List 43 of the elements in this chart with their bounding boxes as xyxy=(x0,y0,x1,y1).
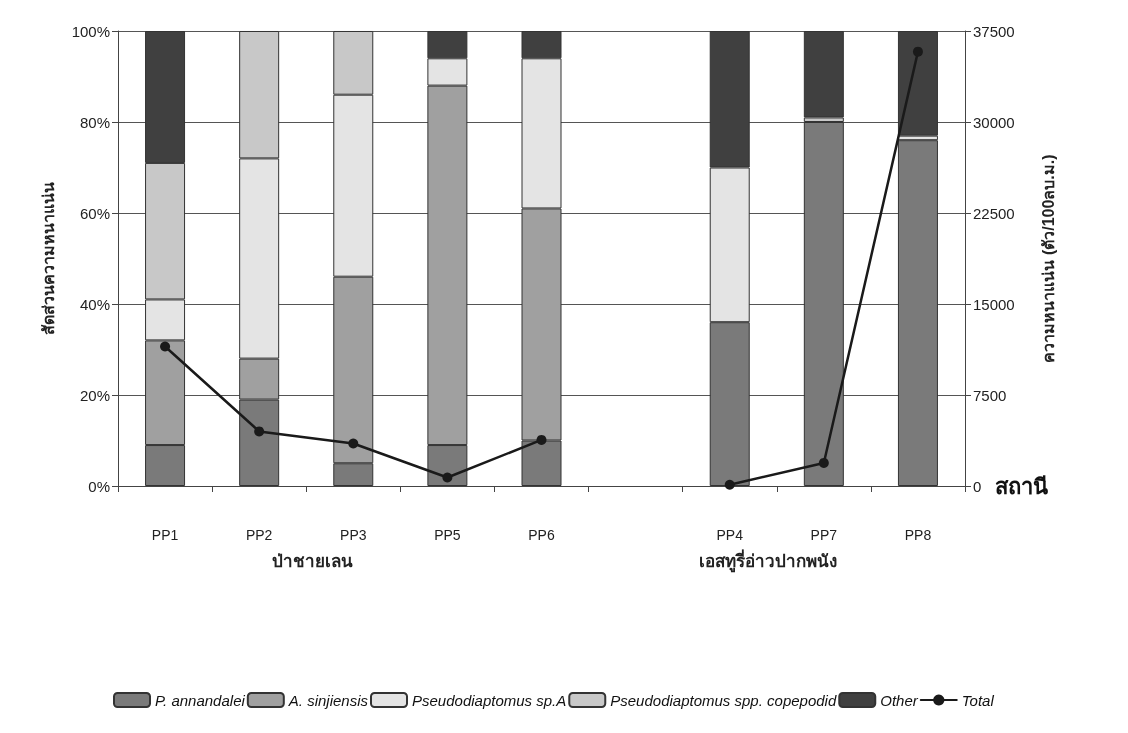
point xyxy=(348,438,359,449)
point xyxy=(724,479,735,490)
point xyxy=(160,341,171,352)
text: ป่าชายเลน xyxy=(271,552,353,571)
y2-tick-label: 30000 xyxy=(973,113,1015,131)
x-tick-label: PP8 xyxy=(904,527,932,543)
point xyxy=(536,434,547,445)
y-tick-label: 80% xyxy=(79,113,110,131)
y-tick-label: 100% xyxy=(71,22,110,40)
x-tick-label: PP4 xyxy=(716,527,744,543)
legend-label: Pseudodiaptomus spp. copepodid xyxy=(610,691,837,709)
y-tick-label: 20% xyxy=(79,386,110,404)
point xyxy=(442,472,453,483)
x-tick-label: PP3 xyxy=(340,527,367,543)
bar xyxy=(897,31,938,136)
y2-tick-label: 15000 xyxy=(973,295,1015,313)
y-tick-label: 40% xyxy=(79,295,110,313)
x-tick-label: PP2 xyxy=(245,527,273,543)
legend-label: Other xyxy=(880,691,919,709)
bar xyxy=(803,122,844,486)
x-tick-label: PP1 xyxy=(151,527,179,543)
y2-tick-label: 22500 xyxy=(973,204,1015,222)
y2-tick-label: 0 xyxy=(973,477,982,495)
bar xyxy=(897,140,938,486)
x-tick-label: PP5 xyxy=(434,527,461,543)
legend-label: P. annandalei xyxy=(155,691,246,709)
point xyxy=(912,46,923,57)
y2-axis-title: ความหนาแน่น (ตัว/100ลบ.ม.) xyxy=(1039,154,1057,363)
legend-label: Total xyxy=(961,691,995,709)
y-tick-label: 0% xyxy=(88,477,110,495)
x-tick-label: PP7 xyxy=(810,527,838,543)
y2-tick-label: 7500 xyxy=(973,386,1007,404)
y2-tick-label: 37500 xyxy=(973,22,1015,40)
legend-label: Pseudodiaptomus sp.A xyxy=(412,691,567,709)
point xyxy=(254,426,265,437)
x-tick-label: PP6 xyxy=(528,527,555,543)
y-axis-title: สัดส่วนความหนาแน่น xyxy=(39,182,57,335)
point xyxy=(818,457,829,468)
legend-label: A. sinjiensis xyxy=(287,691,369,709)
bar xyxy=(803,31,844,118)
y-tick-label: 60% xyxy=(79,204,110,222)
text: เอสทูรี่อ่าวปากพนัง xyxy=(699,549,838,573)
x-axis-title: สถานี xyxy=(995,473,1048,499)
